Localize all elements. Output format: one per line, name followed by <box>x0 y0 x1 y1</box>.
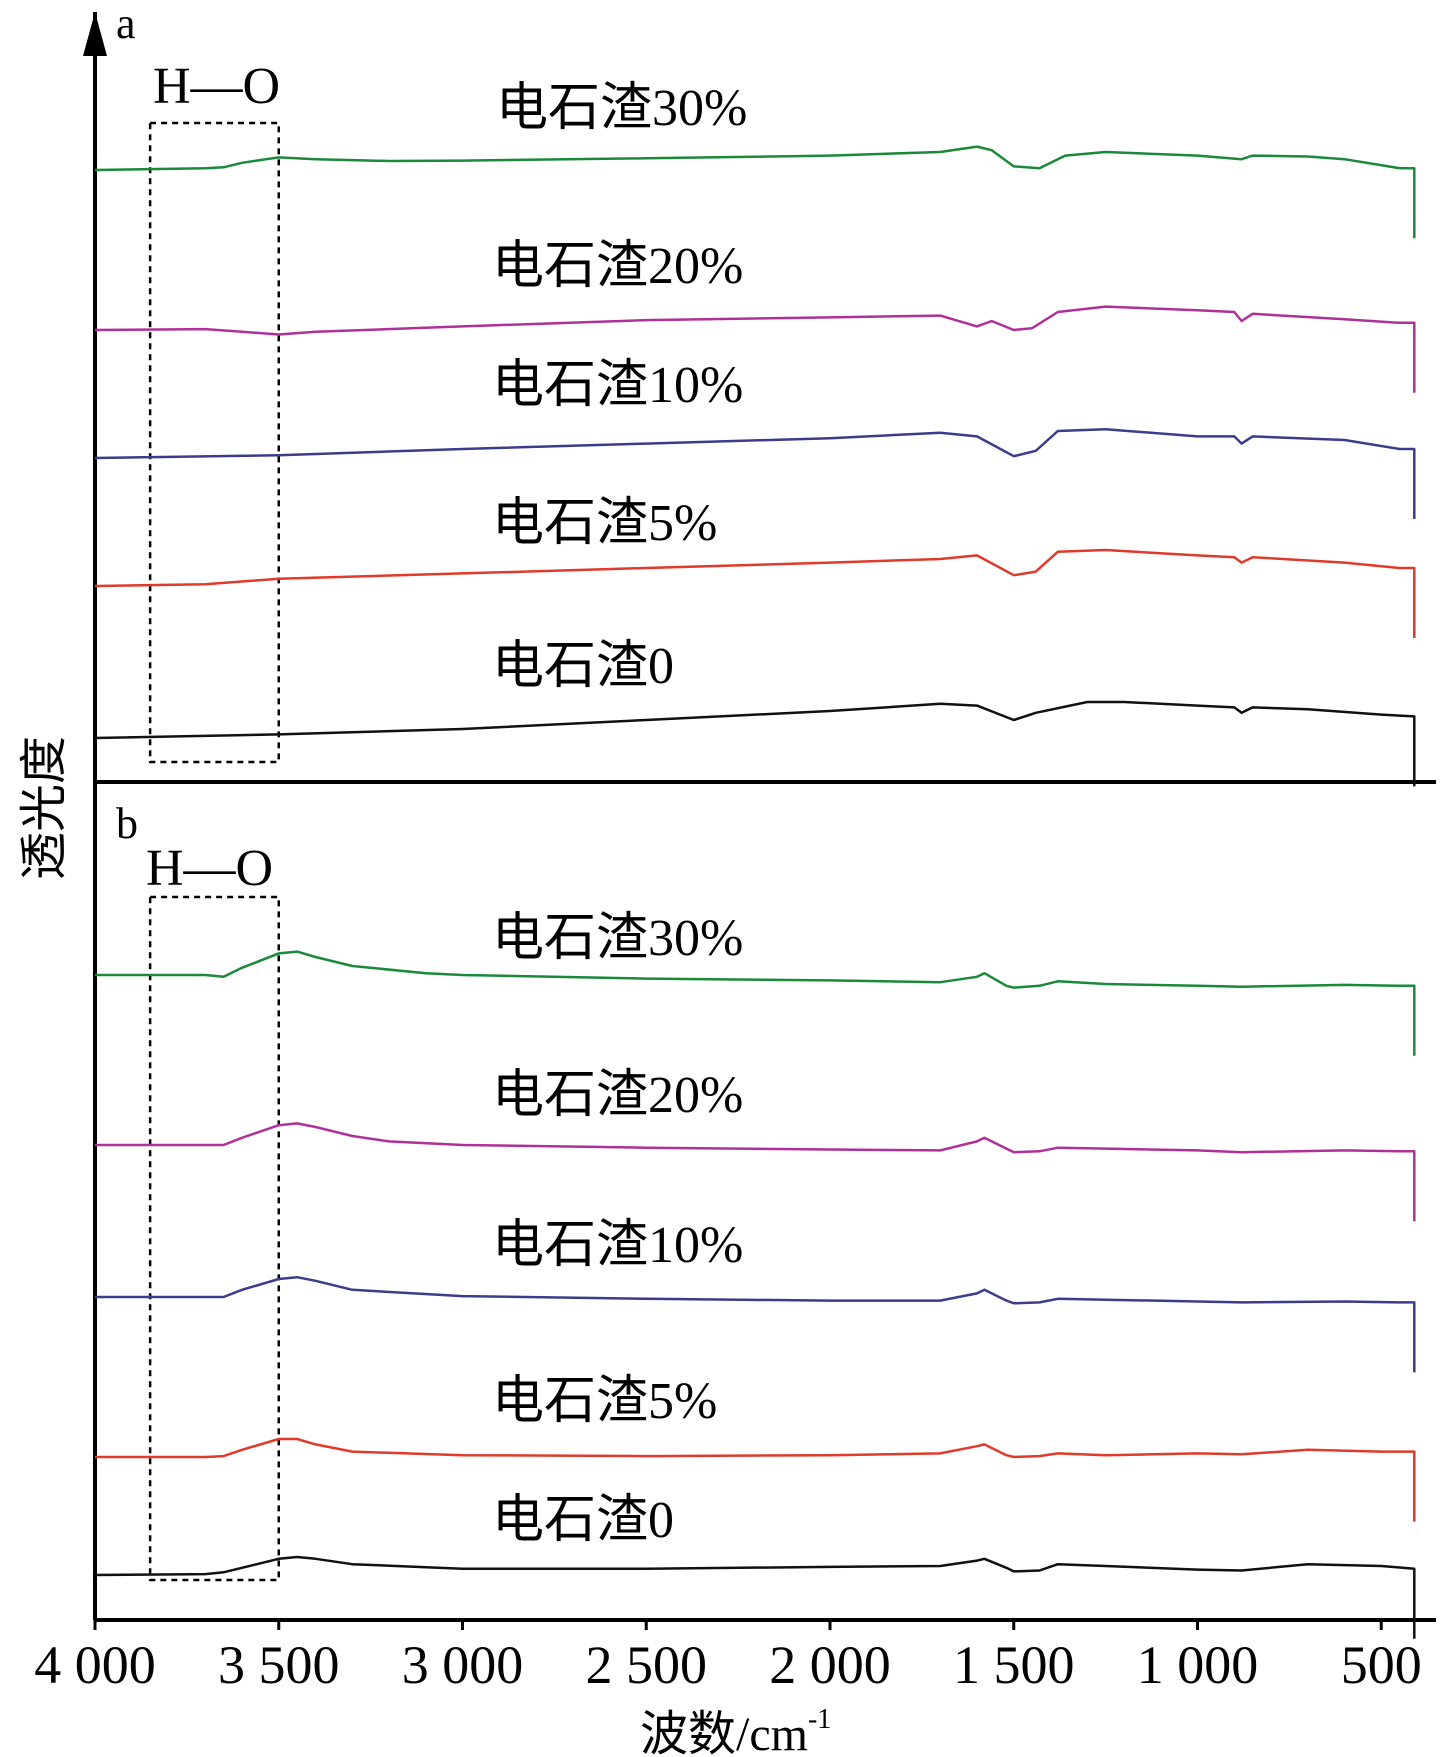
x-tick-label-3500: 3 500 <box>218 1635 340 1695</box>
series-line-b-4 <box>94 1555 1416 1639</box>
series-label-a-3: 电石渣5% <box>492 495 717 552</box>
series-label-b-2: 电石渣10% <box>492 1217 743 1274</box>
series-line-a-4 <box>94 700 1416 787</box>
x-tick-label-1000: 1 000 <box>1137 1635 1259 1695</box>
h-o-label-b: H—O <box>146 840 273 897</box>
series-lines <box>94 145 1416 1639</box>
x-tick-label-2000: 2 000 <box>769 1635 891 1695</box>
panel-letters: aH—ObH—O <box>116 0 280 897</box>
highlight-box-a <box>148 121 280 764</box>
highlight-boxes <box>148 121 280 1582</box>
series-line-b-0 <box>95 950 1416 1056</box>
x-ticks <box>93 1620 1383 1630</box>
series-line-b-2 <box>95 1275 1416 1373</box>
series-line-a-2 <box>94 427 1416 519</box>
x-axis-title-superscript: -1 <box>808 1704 831 1735</box>
x-tick-label-1500: 1 500 <box>953 1635 1075 1695</box>
y-axis-title: 透光度 <box>18 736 71 880</box>
series-label-b-1: 电石渣20% <box>492 1067 743 1124</box>
series-line-a-1 <box>94 305 1416 393</box>
series-line-b-3 <box>95 1437 1416 1522</box>
series-label-b-0: 电石渣30% <box>492 910 743 967</box>
series-label-b-3: 电石渣5% <box>492 1373 717 1430</box>
panel-letter-a: a <box>116 0 136 48</box>
panel-letter-b: b <box>116 799 138 848</box>
series-line-a-3 <box>94 548 1416 638</box>
series-label-a-0: 电石渣30% <box>496 80 747 137</box>
series-line-a-0 <box>94 145 1416 239</box>
y-axis-arrow-icon <box>83 12 107 56</box>
series-label-b-4: 电石渣0 <box>492 1492 674 1549</box>
x-tick-label-2500: 2 500 <box>586 1635 708 1695</box>
x-tick-label-4000: 4 000 <box>34 1635 156 1695</box>
x-tick-labels: 4 000 3 500 3 000 2 500 2 000 1 500 1 000 500 <box>34 1635 1422 1695</box>
x-axis-title: 波数/cm-1 <box>640 1704 831 1757</box>
x-tick-label-3000: 3 000 <box>402 1635 524 1695</box>
series-label-a-1: 电石渣20% <box>492 238 743 295</box>
series-label-a-2: 电石渣10% <box>492 357 743 414</box>
series-labels: 电石渣30% 电石渣20% 电石渣10% 电石渣5% 电石渣0 电石渣30% 电石渣20% 电… <box>492 80 747 1549</box>
x-tick-label-500: 500 <box>1341 1635 1422 1695</box>
series-label-a-4: 电石渣0 <box>492 638 674 695</box>
h-o-label-a: H—O <box>153 58 280 115</box>
series-line-b-1 <box>95 1122 1416 1222</box>
highlight-box-b <box>148 895 280 1582</box>
